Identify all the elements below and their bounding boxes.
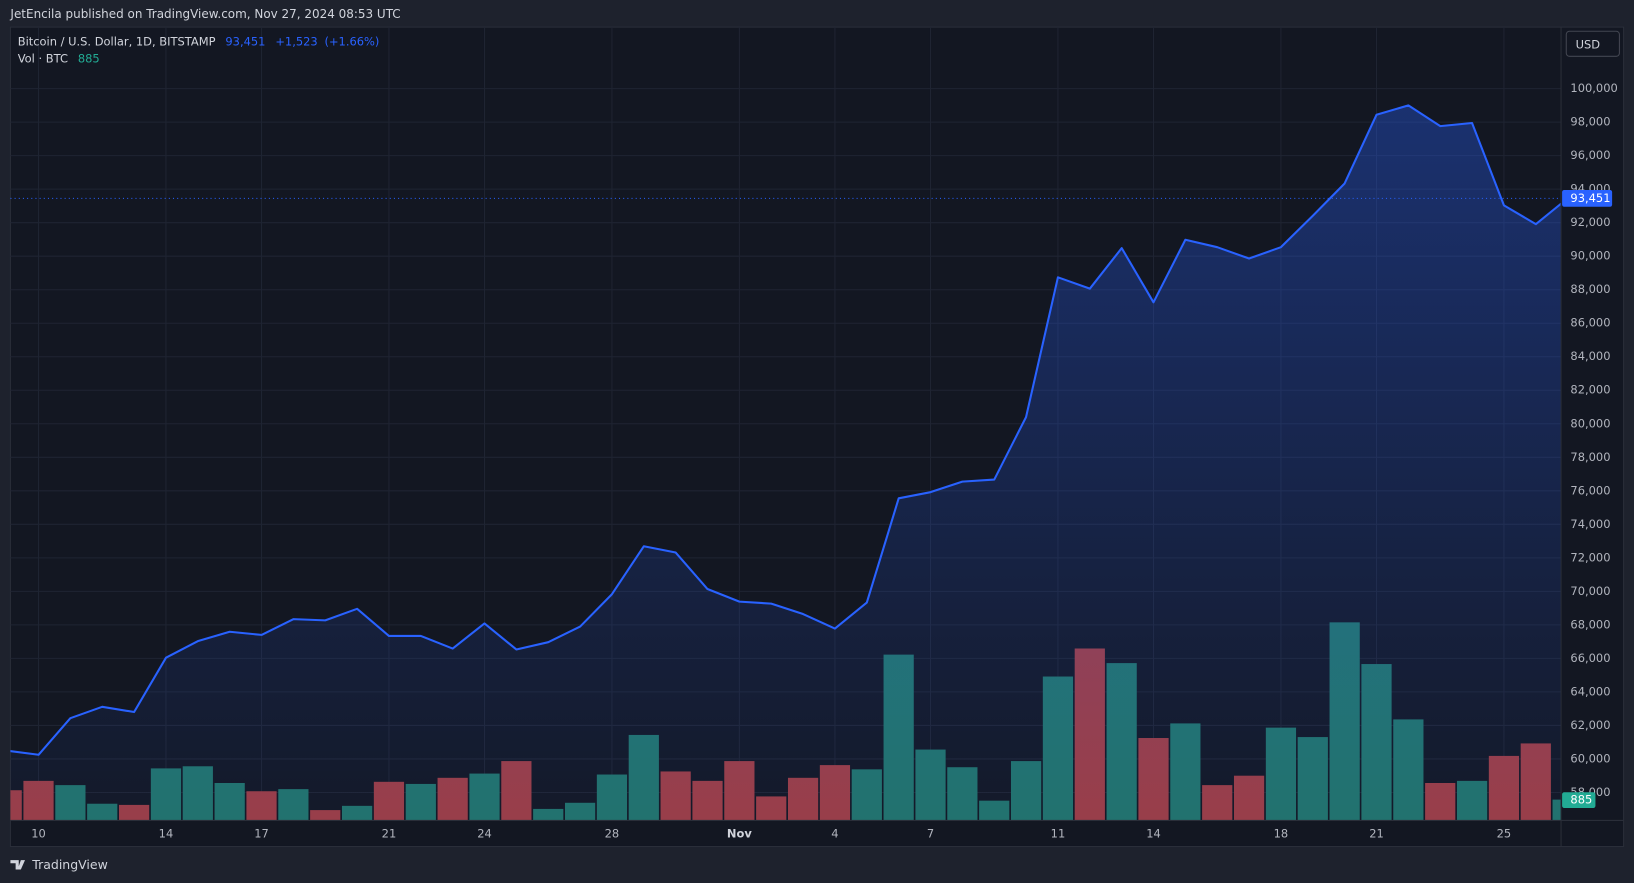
x-tick-label: 18 <box>1274 827 1289 841</box>
y-tick-label: 82,000 <box>1570 383 1610 397</box>
y-tick-label: 84,000 <box>1570 349 1610 363</box>
x-tick-label: 14 <box>159 827 174 841</box>
x-tick-label: 17 <box>254 827 269 841</box>
y-tick-label: 76,000 <box>1570 483 1610 497</box>
symbol-title: Bitcoin / U.S. Dollar, 1D, BITSTAMP <box>18 34 216 48</box>
y-tick-label: 72,000 <box>1570 550 1610 564</box>
last-price-badge-label: 93,451 <box>1570 191 1610 205</box>
axes: 58,00060,00062,00064,00066,00068,00070,0… <box>10 81 1618 841</box>
y-tick-label: 100,000 <box>1570 81 1617 95</box>
y-tick-label: 68,000 <box>1570 617 1610 631</box>
publisher-line: JetEncila published on TradingView.com, … <box>9 7 400 21</box>
change-percent: (+1.66%) <box>324 34 379 48</box>
plot <box>10 104 1562 821</box>
brand: TradingView <box>31 857 108 872</box>
y-tick-label: 62,000 <box>1570 718 1610 732</box>
y-tick-label: 80,000 <box>1570 416 1610 430</box>
currency[interactable]: USD <box>1576 37 1601 51</box>
legend-main: Bitcoin / U.S. Dollar, 1D, BITSTAMP 93,4… <box>18 34 380 48</box>
y-tick-label: 92,000 <box>1570 215 1610 229</box>
volume-badge-label: 885 <box>1570 793 1592 807</box>
x-tick-label: 10 <box>31 827 46 841</box>
price-area <box>10 105 1562 821</box>
last-price: 93,451 <box>225 34 265 48</box>
y-tick-label: 90,000 <box>1570 249 1610 263</box>
x-tick-label: Nov <box>727 827 752 841</box>
y-tick-label: 64,000 <box>1570 684 1610 698</box>
currency-button[interactable] <box>1565 30 1620 57</box>
y-tick-label: 74,000 <box>1570 517 1610 531</box>
y-tick-label: 88,000 <box>1570 282 1610 296</box>
x-tick-label: 11 <box>1051 827 1066 841</box>
y-tick-label: 70,000 <box>1570 584 1610 598</box>
y-tick-label: 96,000 <box>1570 148 1610 162</box>
brand-logo <box>10 860 26 870</box>
volume-last: 885 <box>78 51 100 65</box>
y-tick-label: 98,000 <box>1570 115 1610 129</box>
last-price-badge <box>1562 190 1613 207</box>
y-tick-label: 66,000 <box>1570 651 1610 665</box>
x-tick-label: 28 <box>605 827 620 841</box>
x-tick-label: 25 <box>1497 827 1512 841</box>
change: +1,523 <box>275 34 317 48</box>
x-tick-label: 21 <box>1369 827 1384 841</box>
y-tick-label: 86,000 <box>1570 316 1610 330</box>
y-tick-label: 60,000 <box>1570 751 1610 765</box>
x-tick-label: 4 <box>831 827 838 841</box>
x-tick-label: 21 <box>382 827 397 841</box>
y-tick-label: 78,000 <box>1570 450 1610 464</box>
x-tick-label: 7 <box>927 827 934 841</box>
x-tick-label: 24 <box>477 827 492 841</box>
x-tick-label: 14 <box>1146 827 1161 841</box>
price-line <box>10 104 1562 756</box>
volume-name: Vol · BTC <box>18 51 68 65</box>
volume-badge <box>1562 792 1596 808</box>
legend-volume: Vol · BTC 885 <box>18 51 100 65</box>
